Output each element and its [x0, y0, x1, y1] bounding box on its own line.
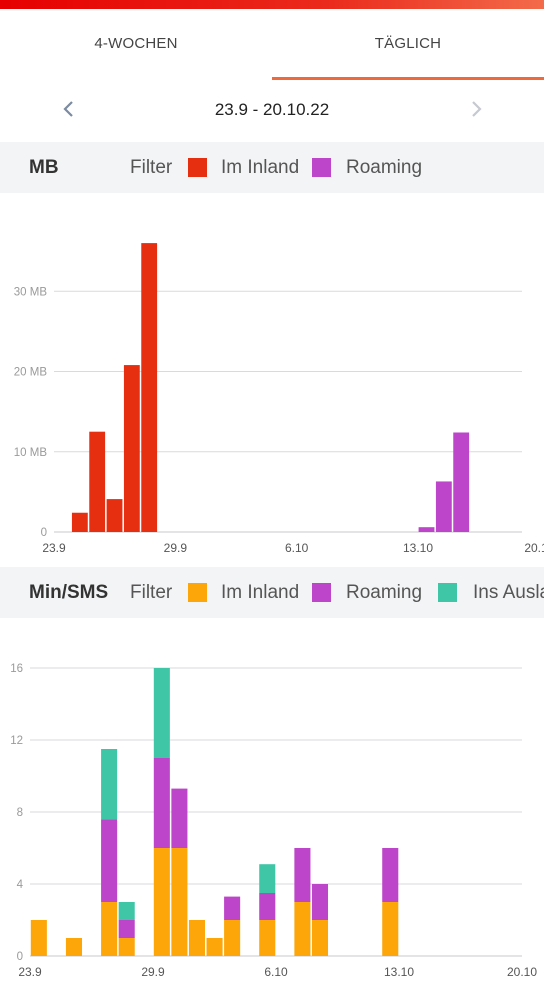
minutes-filter-label: Filter — [130, 582, 173, 603]
minutes-filter-roaming-label[interactable]: Roaming — [346, 582, 423, 603]
date-navigator: 23.9 - 20.10.22 — [0, 80, 544, 140]
data-filter-inland-checkbox[interactable] — [188, 158, 207, 177]
bar-inland-segment — [259, 920, 276, 956]
y-tick-label: 16 — [10, 663, 23, 675]
bar-inland-segment — [171, 848, 188, 956]
bar-roaming-segment — [294, 848, 311, 902]
chevron-right-icon[interactable] — [461, 94, 491, 124]
bar-roaming — [453, 432, 470, 532]
minutes-filter-inland-label[interactable]: Im Inland — [221, 582, 300, 603]
bar-inland-segment — [118, 938, 135, 956]
bar-inland-segment — [101, 902, 118, 956]
bar-inland-segment — [382, 902, 399, 956]
data-usage-chart-svg: 0 10 MB 20 MB 30 MB 23.9 29.9 6.10 13.10 20.10 — [14, 243, 544, 555]
data-filter-roaming-label[interactable]: Roaming — [346, 157, 423, 178]
top-accent-bar — [0, 0, 544, 9]
minutes-sms-chart: 0 4 8 12 16 23.9 29.9 6.10 13.10 20.10 — [0, 618, 544, 999]
bar-roaming-segment — [382, 848, 399, 902]
x-tick-label: 13.10 — [403, 541, 433, 555]
bar-im-inland — [89, 431, 106, 532]
bar-abroad-segment — [259, 864, 276, 893]
data-unit-label: MB — [29, 157, 59, 178]
bar-abroad-segment — [101, 749, 118, 820]
bar-roaming-segment — [118, 920, 135, 938]
minutes-sms-chart-svg: 0 4 8 12 16 23.9 29.9 6.10 13.10 20.10 — [10, 663, 537, 979]
bar-abroad-segment — [118, 902, 135, 920]
bar-inland-segment — [30, 920, 47, 956]
minutes-filter-abroad-checkbox[interactable] — [438, 583, 457, 602]
period-tabs: 4-WOCHEN TÄGLICH — [0, 9, 544, 80]
bar-roaming-segment — [311, 884, 329, 920]
bar-roaming-segment — [259, 893, 276, 920]
bar-inland-segment — [188, 920, 206, 956]
x-tick-label: 29.9 — [141, 965, 165, 979]
x-tick-label: 20.10 — [524, 541, 544, 555]
minutes-unit-label: Min/SMS — [29, 582, 109, 603]
bar-inland-segment — [153, 848, 170, 956]
data-usage-chart: 0 10 MB 20 MB 30 MB 23.9 29.9 6.10 13.10 20.10 — [0, 193, 544, 566]
bar-abroad-segment — [153, 668, 170, 758]
x-tick-label: 23.9 — [18, 965, 42, 979]
data-filter-label: Filter — [130, 157, 173, 178]
bar-inland-segment — [65, 938, 83, 956]
bar-im-inland — [71, 512, 88, 532]
minutes-legend-bar: Min/SMS Filter Im Inland Roaming Ins Aus… — [0, 567, 544, 618]
bar-roaming — [435, 481, 452, 532]
data-filter-roaming-checkbox[interactable] — [312, 158, 331, 177]
bar-im-inland — [141, 243, 158, 532]
bar-roaming-segment — [101, 819, 118, 902]
tab-taeglich[interactable]: TÄGLICH — [272, 9, 544, 80]
minutes-filter-abroad-label[interactable]: Ins Ausla — [473, 582, 544, 603]
data-legend-bar: MB Filter Im Inland Roaming — [0, 142, 544, 193]
minutes-filter-roaming-checkbox[interactable] — [312, 583, 331, 602]
bar-roaming-segment — [224, 896, 241, 920]
tab-4-wochen[interactable]: 4-WOCHEN — [94, 35, 178, 52]
bar-roaming-segment — [171, 788, 188, 848]
bar-inland-segment — [224, 920, 241, 956]
data-filter-inland-label[interactable]: Im Inland — [221, 157, 300, 178]
bar-inland-segment — [206, 938, 223, 956]
chevron-left-icon[interactable] — [54, 94, 84, 124]
y-tick-label: 20 MB — [14, 367, 48, 379]
y-tick-label: 0 — [17, 951, 23, 963]
bar-roaming — [418, 527, 435, 532]
y-tick-label: 10 MB — [14, 447, 48, 459]
bar-roaming-segment — [153, 758, 170, 848]
bar-im-inland — [123, 365, 140, 532]
y-tick-label: 0 — [41, 527, 47, 539]
minutes-filter-inland-checkbox[interactable] — [188, 583, 207, 602]
x-tick-label: 29.9 — [164, 541, 188, 555]
y-tick-label: 8 — [17, 807, 23, 819]
y-tick-label: 30 MB — [14, 286, 48, 298]
y-tick-label: 12 — [10, 735, 23, 747]
x-tick-label: 23.9 — [42, 541, 66, 555]
bar-im-inland — [106, 499, 123, 532]
x-tick-label: 6.10 — [264, 965, 288, 979]
x-tick-label: 20.10 — [507, 965, 537, 979]
x-tick-label: 6.10 — [285, 541, 309, 555]
bar-inland-segment — [311, 920, 329, 956]
x-tick-label: 13.10 — [384, 965, 414, 979]
bar-inland-segment — [294, 902, 311, 956]
y-tick-label: 4 — [17, 879, 24, 891]
date-range-label: 23.9 - 20.10.22 — [214, 100, 330, 119]
